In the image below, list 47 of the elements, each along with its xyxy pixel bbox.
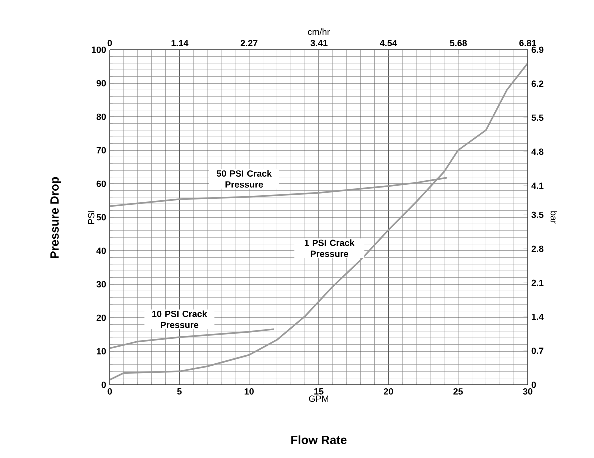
y2-tick-label: 4.8 (532, 148, 544, 156)
x-axis-title: GPM (309, 396, 328, 402)
y2-axis-title: bar (550, 212, 558, 224)
x-tick-label: 25 (454, 388, 464, 395)
y2-tick-label: 2.8 (532, 246, 544, 252)
y2-tick-label: 1.4 (532, 314, 544, 320)
x-tick-label: 20 (384, 388, 394, 395)
text: Flow Rate (292, 436, 347, 444)
x2-tick-label: 6.81 (520, 40, 536, 46)
y-tick-label: 90 (96, 80, 106, 87)
y-tick-label: 10 (97, 348, 106, 355)
y2-tick-label: 3.5 (532, 212, 544, 218)
text: Pressure Drop (50, 177, 62, 258)
x2-tick-label: 4.54 (380, 40, 398, 46)
y-tick-label: 30 (96, 281, 106, 288)
y-axis-title: PSI (88, 211, 95, 224)
y-tick-label: 40 (96, 248, 106, 254)
y-tick-label: 70 (96, 147, 106, 154)
x2-tick-label: 0 (108, 40, 112, 46)
x-tick-label: 10 (244, 388, 254, 395)
y-tick-label: 20 (96, 314, 106, 322)
y-tick-label: 100 (92, 46, 106, 54)
line-series (110, 62, 528, 381)
series-label: 1 PSI Crack Pressure (304, 240, 355, 258)
series-label: 10 PSI Crack Pressure (152, 310, 208, 328)
y2-tick-label: 6.9 (532, 46, 544, 54)
x2-tick-label: 5.68 (450, 40, 468, 46)
x2-axis-title: cm/hr (308, 28, 330, 36)
y2-tick-label: 0 (532, 382, 536, 388)
x-tick-label: 0 (108, 388, 112, 395)
y2-tick-label: 4.1 (532, 182, 544, 190)
x-tick-label: 5 (177, 388, 182, 395)
x-tick-label: 15 (314, 388, 324, 395)
x2-tick-label: 2.27 (240, 40, 258, 46)
y-tick-label: 50 (96, 214, 106, 221)
y2-tick-label: 2.1 (532, 280, 544, 286)
y-tick-label: 80 (96, 114, 106, 120)
series-label: 50 PSI Crack Pressure (216, 170, 272, 188)
x2-tick-label: 1.14 (172, 40, 189, 46)
y-tick-label: 0 (102, 382, 106, 388)
y2-tick-label: 5.5 (532, 114, 544, 122)
x-tick-label: 30 (523, 388, 533, 395)
y2-tick-label: 6.2 (532, 80, 544, 88)
x2-tick-label: 3.41 (310, 40, 328, 46)
line-series (110, 328, 276, 350)
y-tick-label: 60 (96, 180, 106, 188)
y2-tick-label: 0.7 (532, 348, 544, 354)
